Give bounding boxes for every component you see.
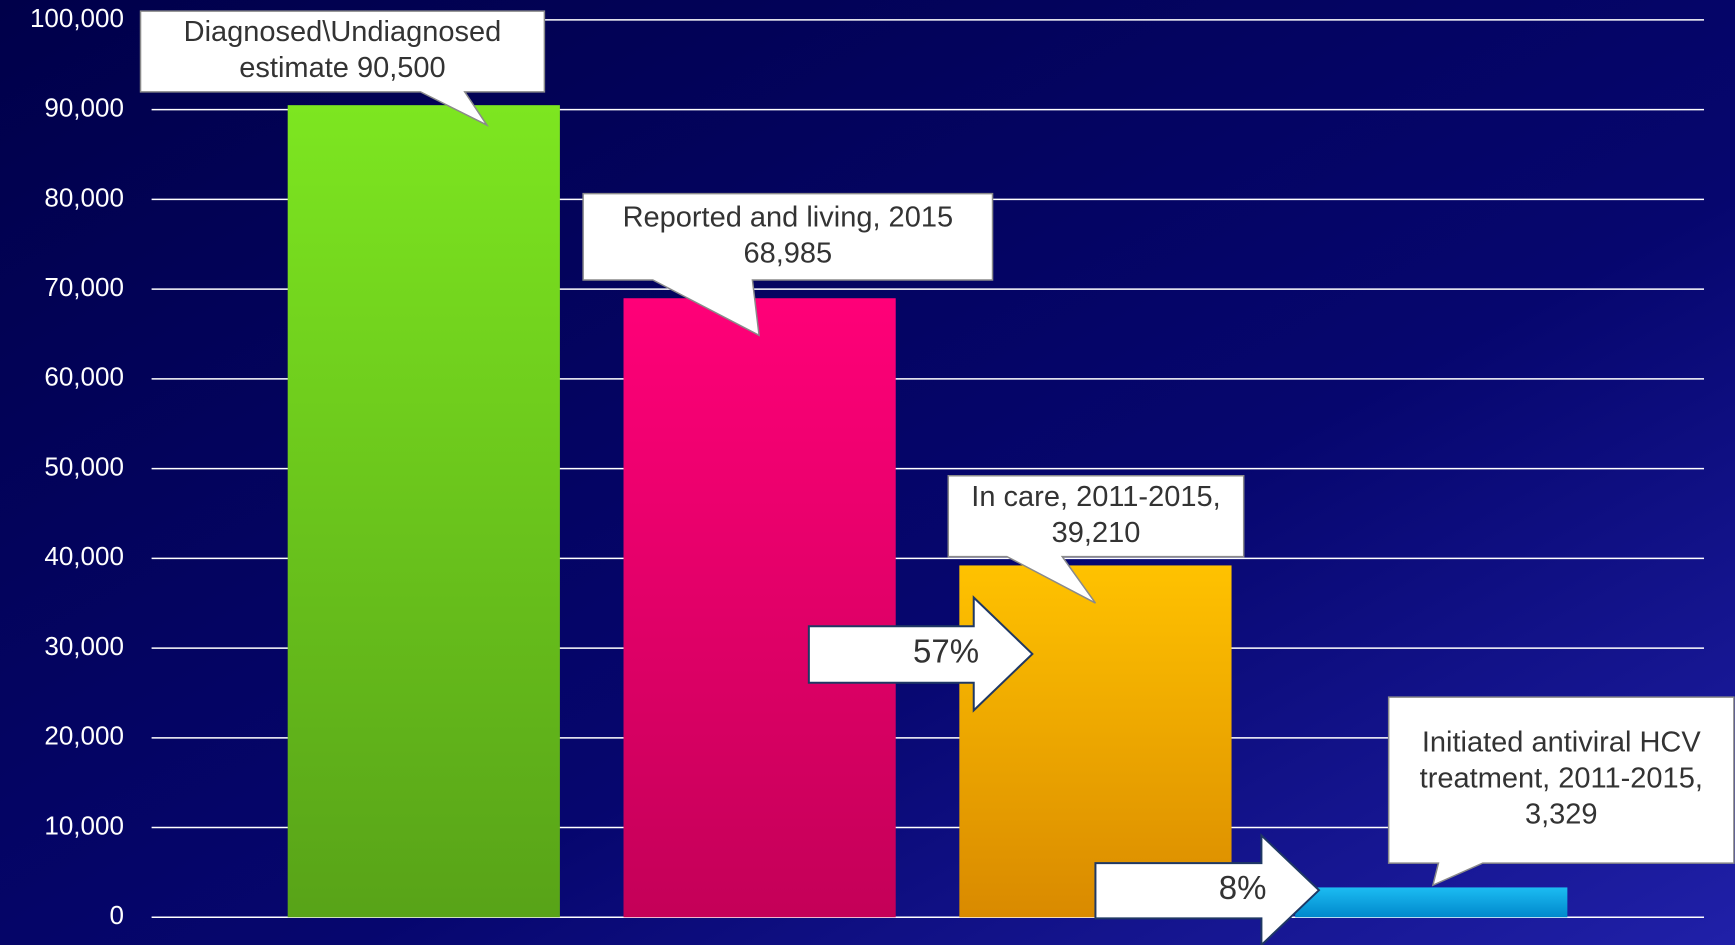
y-tick-label: 50,000 [44, 451, 124, 481]
y-tick-label: 0 [109, 900, 123, 930]
callout-text: treatment, 2011-2015, [1420, 763, 1703, 795]
bar [287, 105, 560, 918]
callout-box [139, 10, 546, 127]
callout-text: Reported and living, 2015 [623, 201, 954, 233]
callout-box [1387, 696, 1735, 887]
arrow-label: 57% [913, 633, 979, 670]
arrow-label: 8% [1219, 869, 1267, 906]
callout-text: 68,985 [743, 237, 832, 269]
callout-text: In care, 2011-2015, [971, 481, 1220, 513]
y-tick-label: 100,000 [30, 3, 124, 33]
y-tick-label: 70,000 [44, 272, 124, 302]
bar [1295, 887, 1568, 918]
y-tick-label: 20,000 [44, 721, 124, 751]
callout-text: 39,210 [1052, 517, 1141, 549]
bar [623, 298, 896, 918]
y-tick-label: 80,000 [44, 182, 124, 212]
callout-box [582, 192, 994, 337]
callout-text: estimate 90,500 [239, 52, 445, 84]
y-tick-label: 60,000 [44, 362, 124, 392]
bar [959, 565, 1232, 918]
y-tick-label: 40,000 [44, 541, 124, 571]
y-tick-label: 10,000 [44, 810, 124, 840]
callout-text: Initiated antiviral HCV [1422, 727, 1701, 759]
callout-text: Diagnosed\Undiagnosed [184, 16, 502, 48]
callout-text: 3,329 [1525, 799, 1598, 831]
callout-box [947, 475, 1245, 604]
block-arrow [807, 595, 1034, 713]
y-tick-label: 30,000 [44, 631, 124, 661]
block-arrow [1094, 833, 1321, 948]
y-tick-label: 90,000 [44, 93, 124, 123]
